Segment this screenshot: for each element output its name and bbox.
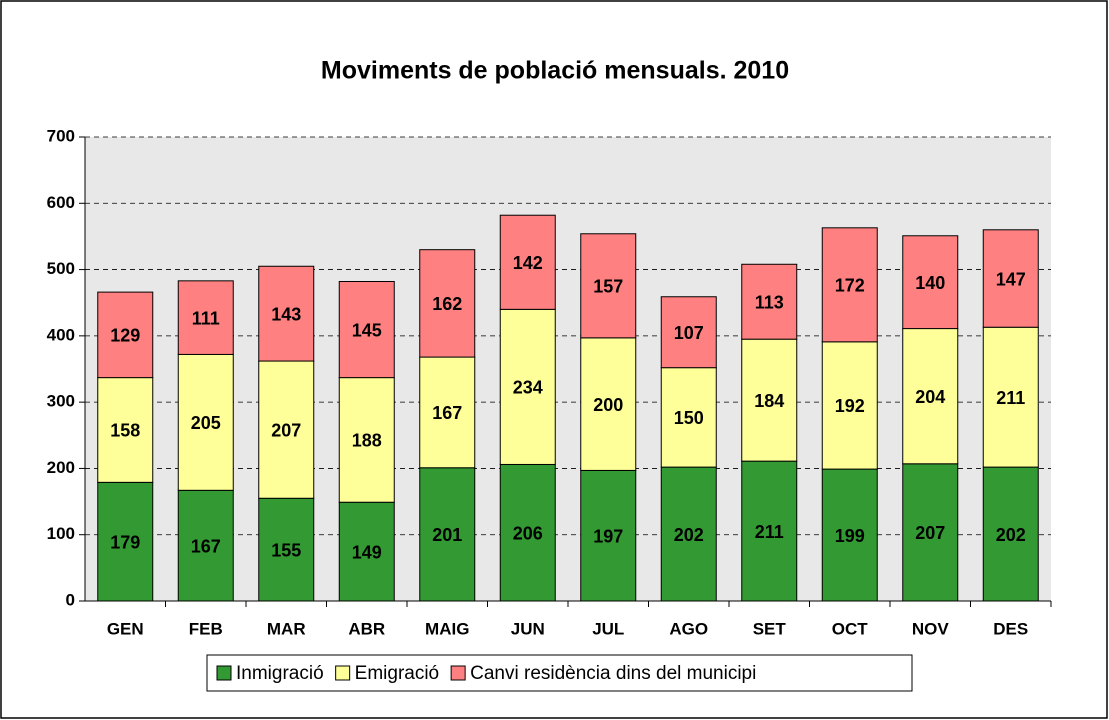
data-label: 157	[593, 277, 623, 297]
data-label: 211	[996, 388, 1025, 408]
x-tick-label: MAR	[267, 619, 306, 638]
bar-segment	[580, 337, 637, 471]
data-label: 207	[915, 523, 945, 543]
data-label: 192	[835, 396, 865, 416]
y-tick-label: 0	[66, 590, 75, 609]
data-label: 145	[352, 320, 382, 340]
y-tick-label: 100	[47, 524, 75, 543]
data-label: 167	[432, 403, 462, 423]
bar-segment	[97, 291, 154, 379]
x-tick-label: DES	[993, 619, 1028, 638]
data-label: 197	[593, 526, 623, 546]
x-tick-label: MAIG	[425, 619, 469, 638]
data-label: 172	[835, 276, 865, 296]
bar-segment	[660, 367, 717, 468]
chart-title: Moviments de població mensuals. 2010	[321, 57, 789, 85]
data-label: 234	[513, 378, 543, 398]
data-label: 211	[755, 522, 784, 542]
bar-segment	[419, 356, 476, 469]
data-label: 201	[432, 525, 462, 545]
data-label: 155	[271, 540, 301, 560]
x-tick-label: FEB	[189, 619, 223, 638]
y-tick-label: 600	[47, 193, 75, 212]
bar-segment	[660, 296, 717, 369]
data-label: 188	[352, 431, 382, 451]
data-label: 158	[110, 421, 140, 441]
legend-label: Inmigració	[236, 663, 324, 684]
bar-segment	[419, 467, 476, 602]
bar-segment	[97, 481, 154, 602]
bar-segment	[982, 326, 1039, 468]
data-label: 107	[674, 323, 704, 343]
y-tick-label: 700	[47, 126, 75, 145]
x-tick-label: SET	[753, 619, 787, 638]
data-label: 140	[915, 273, 945, 293]
data-label: 147	[996, 269, 1026, 289]
bar-segment	[177, 353, 234, 491]
legend-label: Canvi residència dins del municipi	[470, 663, 756, 684]
data-label: 202	[996, 525, 1026, 545]
data-label: 129	[110, 326, 140, 346]
bar-segment	[258, 497, 315, 602]
data-label: 205	[191, 413, 221, 433]
bar-segment	[499, 214, 556, 310]
bar-segment	[338, 281, 395, 379]
bar-segment	[821, 227, 878, 343]
bar-segment	[741, 263, 798, 340]
bar-segment	[902, 463, 959, 602]
data-label: 199	[835, 526, 865, 546]
data-label: 184	[754, 391, 784, 411]
data-label: 162	[432, 294, 462, 314]
x-tick-label: OCT	[832, 619, 869, 638]
data-label: 111	[192, 308, 220, 328]
bar-segment	[258, 360, 315, 499]
bar-segment	[660, 466, 717, 602]
data-label: 143	[271, 304, 301, 324]
data-label: 150	[674, 408, 704, 428]
bar-segment	[580, 233, 637, 339]
legend-label: Emigració	[355, 663, 439, 684]
bar-segment	[821, 341, 878, 470]
bar-segment	[741, 460, 798, 602]
x-tick-label: NOV	[912, 619, 950, 638]
bar-segment	[338, 501, 395, 602]
y-tick-label: 300	[47, 392, 75, 411]
x-tick-label: AGO	[669, 619, 708, 638]
x-tick-label: JUN	[511, 619, 545, 638]
x-tick-label: ABR	[348, 619, 385, 638]
bar-segment	[982, 229, 1039, 328]
data-label: 149	[352, 542, 382, 562]
bar-segment	[419, 249, 476, 358]
data-label: 200	[593, 395, 623, 415]
bar-segment	[177, 280, 234, 355]
x-tick-label: JUL	[592, 619, 624, 638]
bar-segment	[258, 265, 315, 362]
legend-swatch	[335, 665, 351, 681]
legend-swatch	[216, 665, 232, 681]
data-label: 179	[110, 532, 140, 552]
data-label: 167	[191, 536, 221, 556]
data-label: 207	[271, 420, 301, 440]
bar-segment	[982, 466, 1039, 602]
y-tick-label: 400	[47, 325, 75, 344]
data-label: 113	[755, 292, 784, 312]
bar-segment	[902, 235, 959, 330]
legend-swatch	[450, 665, 466, 681]
bar-segment	[97, 377, 154, 483]
bar-segment	[821, 468, 878, 602]
y-tick-label: 500	[47, 259, 75, 278]
data-label: 206	[513, 523, 543, 543]
y-tick-label: 200	[47, 458, 75, 477]
x-tick-label: GEN	[107, 619, 144, 638]
data-label: 142	[513, 253, 543, 273]
bar-segment	[499, 308, 556, 465]
data-label: 204	[915, 387, 945, 407]
data-label: 202	[674, 525, 704, 545]
legend-box	[206, 654, 913, 692]
bar-segment	[741, 338, 798, 462]
plot-area	[85, 137, 1051, 601]
